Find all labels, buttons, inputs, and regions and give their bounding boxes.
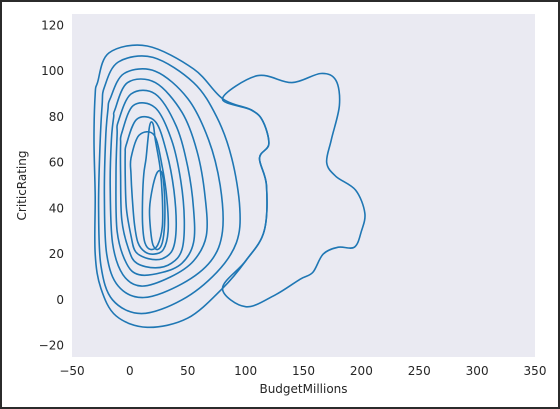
contour-line-10: [148, 169, 166, 251]
y-tick-label: 100: [41, 64, 64, 78]
x-tick-label: 150: [292, 364, 315, 378]
x-tick-label: 350: [524, 364, 547, 378]
x-tick-label: 200: [350, 364, 373, 378]
plot-background: [72, 14, 535, 357]
x-tick-labels: −50 0 50 100 150 200 250 300 350: [59, 364, 546, 378]
x-tick-label: 50: [180, 364, 195, 378]
x-axis-label: BudgetMillions: [259, 382, 347, 396]
contour-line-3: [103, 68, 224, 299]
y-tick-labels: −20 0 20 40 60 80 100 120: [39, 18, 64, 352]
contour-line-2: [97, 55, 241, 315]
x-tick-label: 100: [234, 364, 257, 378]
contour-line-6: [119, 102, 186, 269]
y-tick-label: 40: [49, 201, 64, 215]
x-tick-label: −50: [59, 364, 84, 378]
y-tick-label: 80: [49, 110, 64, 124]
y-tick-label: 0: [56, 293, 64, 307]
y-tick-label: 20: [49, 247, 64, 261]
contour-line-4: [109, 78, 208, 287]
contour-line-9: [141, 121, 164, 251]
contour-lines: [93, 44, 366, 329]
y-tick-label: 120: [41, 18, 64, 32]
x-tick-label: 0: [126, 364, 134, 378]
x-tick-label: 300: [466, 364, 489, 378]
y-axis-label: CriticRating: [15, 151, 29, 221]
x-tick-label: 250: [408, 364, 431, 378]
contour-line-5: [115, 89, 196, 277]
contour-line-11: [221, 72, 366, 308]
contour-line-7: [124, 115, 178, 261]
y-tick-label: −20: [39, 339, 64, 353]
y-tick-label: 60: [49, 156, 64, 170]
